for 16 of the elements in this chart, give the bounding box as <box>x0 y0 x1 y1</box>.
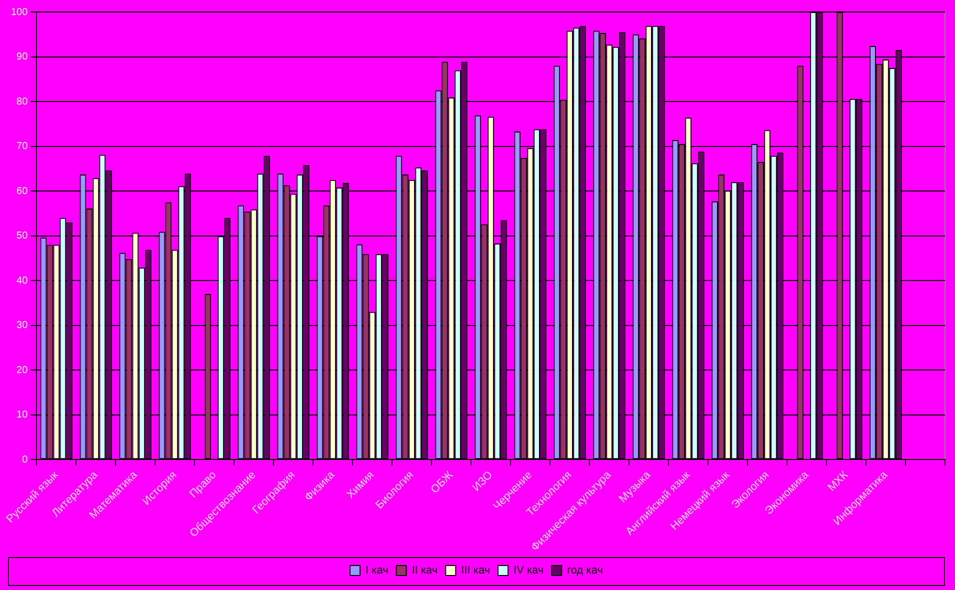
legend-label: II кач <box>412 564 438 577</box>
y-tick-label: 40 <box>16 275 28 286</box>
y-tick-label: 30 <box>16 320 28 332</box>
legend-label: III кач <box>461 564 490 577</box>
legend-label: год кач <box>567 564 603 577</box>
y-tick-label: 100 <box>10 6 28 18</box>
y-tick-label: 10 <box>16 410 28 421</box>
y-tick-label: 0 <box>22 454 28 466</box>
y-tick-label: 90 <box>16 52 28 63</box>
y-tick-label: 80 <box>16 96 28 108</box>
y-tick-label: 20 <box>16 364 28 376</box>
y-tick-label: 70 <box>16 141 28 152</box>
y-tick-label: 60 <box>16 186 28 197</box>
legend-label: I кач <box>366 564 388 577</box>
y-tick-label: 50 <box>16 230 28 242</box>
legend-label: IV кач <box>514 564 544 577</box>
